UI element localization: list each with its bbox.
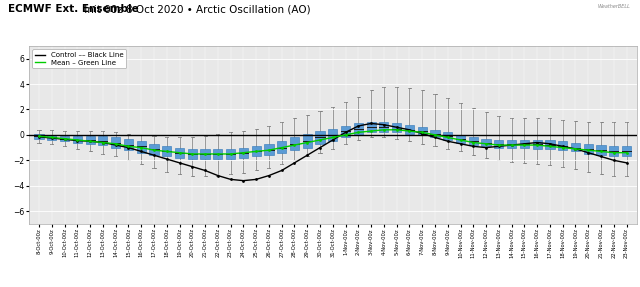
Bar [354,123,363,135]
Text: Init 00z 8 Oct 2020 • Arctic Oscillation (AO): Init 00z 8 Oct 2020 • Arctic Oscillation… [81,4,311,14]
Bar [558,141,567,150]
Bar [136,141,146,153]
Bar [239,148,248,158]
Bar [609,146,618,156]
Bar [341,126,350,137]
Bar [380,122,388,132]
Bar [86,136,95,144]
Bar [507,140,516,148]
Bar [73,136,82,143]
Legend: Control –– Black Line, Mean – Green Line: Control –– Black Line, Mean – Green Line [32,49,127,68]
Text: WeatherBELL: WeatherBELL [598,4,630,9]
Bar [316,131,324,144]
Bar [162,146,172,156]
Bar [571,143,580,152]
Bar [124,139,133,150]
Bar [596,145,605,155]
Bar [545,140,554,149]
Bar [481,139,491,146]
Bar [226,149,236,159]
Bar [430,130,440,137]
Bar [175,148,184,158]
Bar [303,134,312,148]
Bar [264,144,273,155]
Bar [328,129,337,141]
Bar [47,135,56,140]
Bar [277,141,286,153]
Bar [456,135,465,143]
Bar [35,134,44,139]
Bar [584,144,593,154]
Bar [494,140,504,148]
Bar [111,137,120,148]
Bar [392,123,401,132]
Bar [290,137,299,150]
Bar [60,136,69,141]
Bar [443,132,452,140]
Bar [188,149,197,159]
Bar [622,146,631,156]
Bar [200,149,210,159]
Bar [99,136,108,145]
Bar [149,144,159,155]
Bar [252,146,260,156]
Bar [418,127,427,135]
Bar [532,140,542,149]
Bar [520,140,529,148]
Bar [213,149,223,159]
Bar [367,122,376,132]
Text: ECMWF Ext. Ensemble: ECMWF Ext. Ensemble [8,4,138,14]
Bar [405,125,414,134]
Bar [468,137,478,145]
